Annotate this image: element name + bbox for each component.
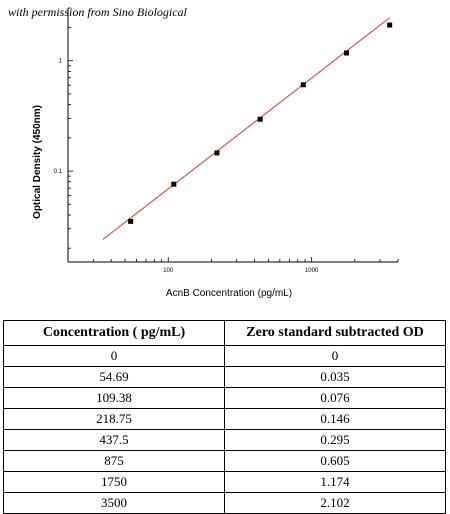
- table-row: 54.69 0.035: [3, 366, 446, 388]
- table-row: 218.75 0.146: [3, 408, 446, 430]
- table-row: 875 0.605: [3, 450, 446, 472]
- od-cell: 0.146: [224, 408, 446, 430]
- concentration-cell: 1750: [3, 471, 225, 493]
- concentration-cell: 875: [3, 450, 225, 472]
- od-cell: 0.035: [224, 366, 446, 388]
- data-table: Concentration ( pg/mL) Zero standard sub…: [3, 320, 446, 514]
- concentration-cell: 0: [3, 345, 225, 367]
- data-point: [300, 82, 306, 88]
- data-point: [128, 218, 134, 224]
- table-header-row: Concentration ( pg/mL) Zero standard sub…: [3, 320, 446, 346]
- x-tick-label: 100: [163, 268, 174, 274]
- chart-axes: [67, 8, 398, 263]
- od-cell: 0.295: [224, 429, 446, 451]
- header-od: Zero standard subtracted OD: [224, 320, 446, 346]
- concentration-cell: 54.69: [3, 366, 225, 388]
- x-tick-label: 1000: [305, 268, 319, 274]
- watermark-text: with permission from Sino Biological: [8, 5, 187, 19]
- od-cell: 0.605: [224, 450, 446, 472]
- chart-ticks: 0.1 1 100 1000: [54, 7, 399, 274]
- table-row: 109.38 0.076: [3, 387, 446, 409]
- od-cell: 2.102: [224, 492, 446, 514]
- y-axis-label: Optical Density (450nm): [32, 105, 43, 219]
- concentration-cell: 218.75: [3, 408, 225, 430]
- concentration-cell: 3500: [3, 492, 225, 514]
- y-tick-label: 1: [59, 59, 63, 65]
- data-point: [387, 22, 393, 28]
- standard-curve-chart: 0.1 1 100 1000 AcnB Concentration (pg/mL) O…: [32, 7, 399, 299]
- table-row: 3500 2.102: [3, 492, 446, 514]
- od-cell: 1.174: [224, 471, 446, 493]
- od-cell: 0.076: [224, 387, 446, 409]
- fit-line: [102, 17, 390, 240]
- data-points: [128, 22, 393, 224]
- fit-line-group: [102, 17, 390, 240]
- od-cell: 0: [224, 345, 446, 367]
- x-axis-label: AcnB Concentration (pg/mL): [166, 288, 292, 299]
- data-point: [171, 181, 177, 187]
- table-row: 1750 1.174: [3, 471, 446, 493]
- concentration-cell: 109.38: [3, 387, 225, 409]
- data-point: [214, 150, 220, 156]
- y-tick-label: 0.1: [54, 169, 63, 175]
- data-point: [257, 116, 263, 122]
- header-concentration: Concentration ( pg/mL): [3, 320, 225, 346]
- data-point: [344, 50, 350, 56]
- table-row: 437.5 0.295: [3, 429, 446, 451]
- concentration-cell: 437.5: [3, 429, 225, 451]
